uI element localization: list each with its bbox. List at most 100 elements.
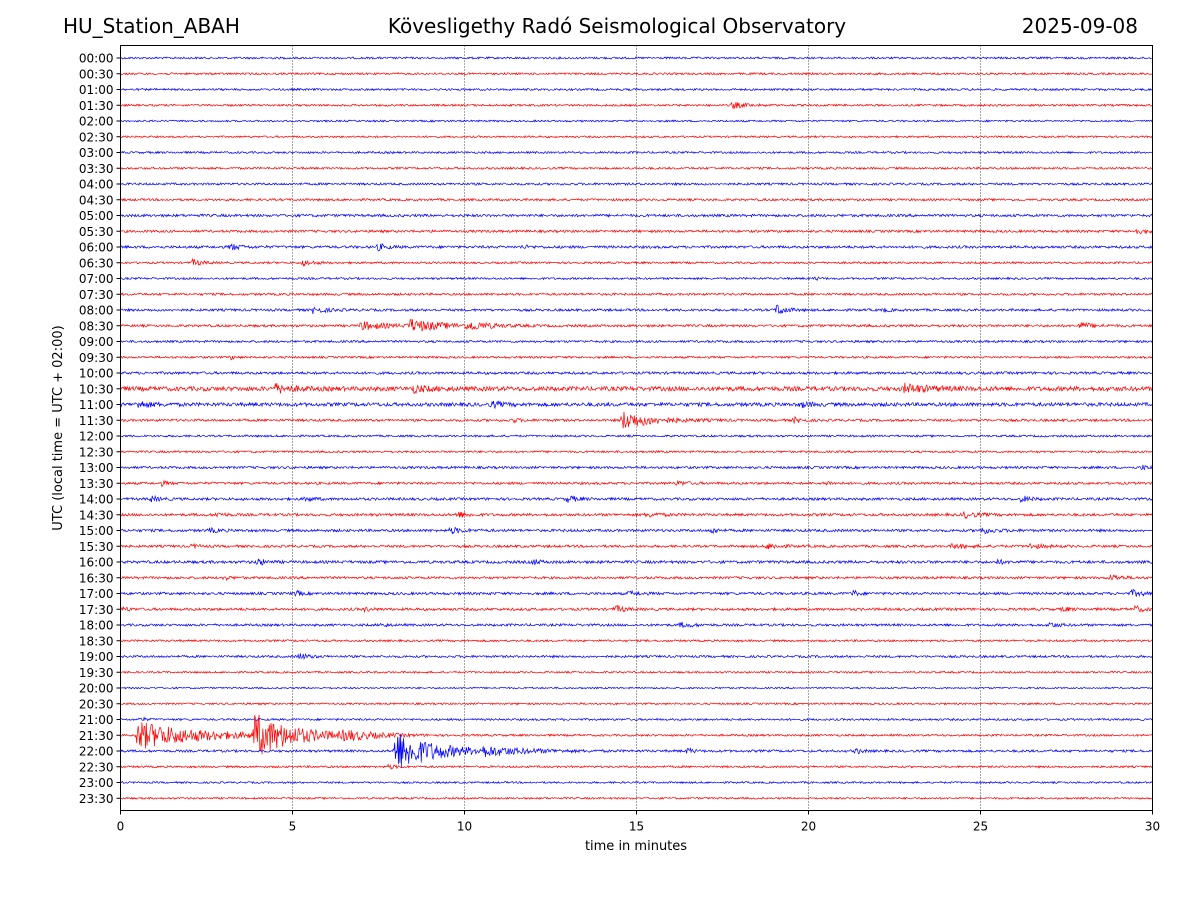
y-tick-label: 23:00 — [79, 776, 114, 790]
y-tick-label: 01:00 — [79, 83, 114, 97]
y-tick-label: 10:30 — [79, 382, 114, 396]
y-tick-label: 13:30 — [79, 477, 114, 491]
x-tick-label: 0 — [117, 820, 125, 834]
y-tick-label: 15:00 — [79, 524, 114, 538]
trace-2330 — [120, 796, 1153, 801]
trace-1400 — [120, 494, 1153, 503]
trace-0830 — [120, 318, 1153, 332]
trace-1700 — [120, 589, 1153, 598]
trace-1600 — [120, 558, 1153, 566]
y-tick-label: 07:00 — [79, 272, 114, 286]
trace-1800 — [120, 621, 1153, 628]
y-tick-label: 21:30 — [79, 729, 114, 743]
y-tick-label: 05:30 — [79, 225, 114, 239]
y-tick-label: 00:00 — [79, 52, 114, 66]
y-tick-label: 19:30 — [79, 666, 114, 680]
trace-0030 — [120, 71, 1153, 76]
trace-1000 — [120, 370, 1153, 376]
y-tick-label: 08:00 — [79, 304, 114, 318]
y-tick-label: 05:00 — [79, 209, 114, 223]
y-tick-label: 22:30 — [79, 760, 114, 774]
trace-2000 — [120, 686, 1153, 690]
y-tick-label: 14:00 — [79, 493, 114, 507]
x-axis: 0 5 10 15 20 25 30 — [117, 810, 1160, 834]
y-tick-label: 17:30 — [79, 603, 114, 617]
trace-2200 — [120, 734, 1153, 768]
trace-1330 — [120, 479, 1153, 487]
trace-0400 — [120, 181, 1153, 187]
traces — [120, 56, 1153, 801]
trace-1830 — [120, 638, 1153, 643]
trace-0200 — [120, 119, 1153, 123]
y-tick-label: 23:30 — [79, 792, 114, 806]
trace-1130 — [120, 411, 1153, 429]
trace-1500 — [120, 526, 1153, 535]
trace-0930 — [120, 355, 1153, 361]
y-tick-label: 14:30 — [79, 508, 114, 522]
y-tick-label: 03:00 — [79, 146, 114, 160]
trace-0330 — [120, 166, 1153, 171]
y-tick-label: 06:00 — [79, 241, 114, 255]
trace-0500 — [120, 213, 1153, 218]
y-tick-label: 00:30 — [79, 67, 114, 81]
trace-0100 — [120, 87, 1153, 92]
y-tick-label: 08:30 — [79, 319, 114, 333]
trace-0730 — [120, 292, 1153, 297]
trace-0800 — [120, 304, 1153, 314]
date-label: 2025-09-08 — [1021, 14, 1138, 38]
trace-2100 — [120, 716, 1153, 722]
y-tick-label: 11:00 — [79, 398, 114, 412]
y-tick-label: 01:30 — [79, 99, 114, 113]
trace-2230 — [120, 763, 1153, 770]
y-tick-label: 06:30 — [79, 256, 114, 270]
trace-1530 — [120, 542, 1153, 550]
trace-1030 — [120, 382, 1153, 394]
y-tick-label: 13:00 — [79, 461, 114, 475]
trace-1100 — [120, 400, 1153, 410]
trace-1930 — [120, 670, 1153, 675]
y-tick-label: 12:30 — [79, 445, 114, 459]
trace-0130 — [120, 101, 1153, 110]
y-tick-label: 02:00 — [79, 115, 114, 129]
y-tick-label: 04:00 — [79, 178, 114, 192]
trace-1230 — [120, 449, 1153, 454]
trace-0700 — [120, 276, 1153, 282]
y-tick-label: 16:30 — [79, 571, 114, 585]
y-tick-label: 04:30 — [79, 193, 114, 207]
y-tick-label: 03:30 — [79, 162, 114, 176]
y-tick-label: 11:30 — [79, 414, 114, 428]
trace-0300 — [120, 150, 1153, 155]
trace-0000 — [120, 56, 1153, 60]
x-tick-label: 25 — [973, 820, 988, 834]
trace-0430 — [120, 197, 1153, 202]
y-tick-label: 20:30 — [79, 697, 114, 711]
observatory-title: Kövesligethy Radó Seismological Observat… — [387, 14, 847, 38]
trace-0630 — [120, 257, 1153, 267]
y-tick-label: 18:00 — [79, 619, 114, 633]
gridlines — [292, 45, 981, 811]
trace-0530 — [120, 228, 1153, 235]
x-tick-label: 30 — [1145, 820, 1160, 834]
y-axis-label: UTC (local time = UTC + 02:00) — [51, 325, 66, 530]
y-tick-label: 21:00 — [79, 713, 114, 727]
y-tick-label: 12:00 — [79, 430, 114, 444]
trace-1200 — [120, 434, 1153, 438]
trace-0900 — [120, 339, 1153, 344]
x-tick-label: 10 — [457, 820, 472, 834]
trace-2030 — [120, 702, 1153, 706]
y-tick-label: 22:00 — [79, 745, 114, 759]
y-tick-label: 07:30 — [79, 288, 114, 302]
trace-0600 — [120, 243, 1153, 252]
trace-1730 — [120, 604, 1153, 613]
x-tick-label: 15 — [629, 820, 644, 834]
trace-0230 — [120, 135, 1153, 139]
y-tick-label: 15:30 — [79, 540, 114, 554]
y-tick-label: 10:00 — [79, 367, 114, 381]
trace-1900 — [120, 653, 1153, 660]
x-tick-label: 20 — [801, 820, 816, 834]
y-tick-label: 18:30 — [79, 634, 114, 648]
y-tick-label: 19:00 — [79, 650, 114, 664]
trace-1430 — [120, 511, 1153, 520]
